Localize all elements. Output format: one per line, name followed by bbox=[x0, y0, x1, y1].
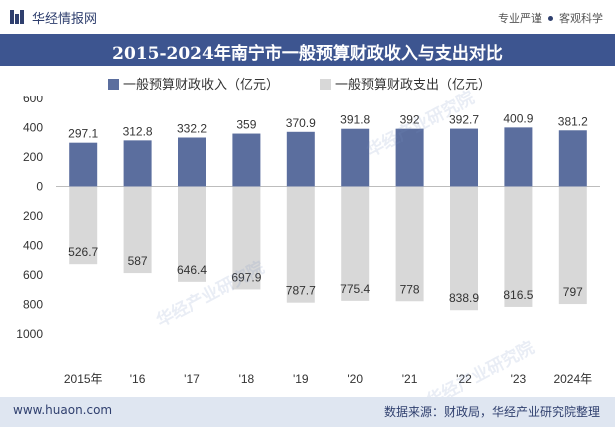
top-bar: 华经情报网 专业严谨 客观科学 bbox=[0, 0, 615, 34]
revenue-data-label: 312.8 bbox=[123, 124, 153, 138]
brand-name: 华经情报网 bbox=[32, 12, 98, 27]
chart-title: 2015-2024年南宁市一般预算财政收入与支出对比 bbox=[112, 44, 503, 64]
revenue-data-label: 370.9 bbox=[286, 116, 316, 130]
revenue-data-label: 400.9 bbox=[503, 111, 533, 125]
dot-separator-icon bbox=[548, 16, 553, 21]
revenue-data-label: 392 bbox=[400, 113, 420, 127]
expenditure-data-label: 838.9 bbox=[449, 291, 479, 305]
x-tick-label: '19 bbox=[293, 372, 309, 386]
revenue-bar bbox=[395, 128, 424, 187]
revenue-bar bbox=[232, 133, 261, 187]
x-tick-label: '21 bbox=[402, 372, 418, 386]
x-tick-label: '20 bbox=[347, 372, 363, 386]
footer-bar bbox=[0, 397, 615, 427]
expenditure-data-label: 775.4 bbox=[340, 282, 370, 296]
expenditure-bar bbox=[450, 186, 478, 311]
legend-swatch-expenditure bbox=[320, 79, 331, 90]
footer-url[interactable]: www.huaon.com bbox=[13, 403, 113, 417]
revenue-data-label: 297.1 bbox=[68, 127, 98, 141]
legend-swatch-revenue bbox=[108, 79, 119, 90]
revenue-data-label: 392.7 bbox=[449, 113, 479, 127]
expenditure-bar bbox=[232, 186, 261, 290]
expenditure-bar bbox=[178, 186, 206, 282]
y-tick-label: 600 bbox=[23, 268, 43, 282]
y-tick-label: 400 bbox=[23, 239, 43, 253]
y-tick-label: 200 bbox=[23, 209, 43, 223]
expenditure-bar bbox=[286, 186, 315, 303]
revenue-bar bbox=[504, 127, 533, 187]
legend-item-expenditure: 一般预算财政支出（亿元） bbox=[320, 74, 491, 93]
x-tick-label: 2015年 bbox=[64, 372, 103, 386]
expenditure-bar bbox=[558, 186, 587, 305]
bar-chart: 600 400 200 0 200 400 600 800 1000 297.1 526.7 2015… bbox=[16, 96, 600, 386]
expenditure-bar bbox=[504, 186, 533, 307]
legend-item-revenue: 一般预算财政收入（亿元） bbox=[108, 74, 279, 93]
x-tick-label: '16 bbox=[130, 372, 146, 386]
x-tick-label: 2024年 bbox=[553, 372, 592, 386]
logo-icon bbox=[10, 10, 24, 24]
expenditure-data-label: 646.4 bbox=[177, 263, 207, 277]
x-tick-label: '17 bbox=[184, 372, 200, 386]
tag-2: 客观科学 bbox=[559, 12, 603, 25]
expenditure-bar bbox=[395, 186, 424, 302]
expenditure-data-label: 587 bbox=[128, 254, 148, 268]
revenue-bar bbox=[341, 128, 370, 187]
tagline: 专业严谨 客观科学 bbox=[498, 10, 603, 26]
expenditure-data-label: 697.9 bbox=[231, 270, 261, 284]
revenue-bar bbox=[123, 140, 152, 187]
revenue-bar bbox=[286, 131, 315, 187]
x-tick-label: '23 bbox=[511, 372, 527, 386]
x-tick-label: '18 bbox=[239, 372, 255, 386]
revenue-data-label: 359 bbox=[236, 118, 256, 132]
revenue-bar bbox=[558, 130, 587, 187]
expenditure-data-label: 778 bbox=[400, 282, 420, 296]
expenditure-data-label: 797 bbox=[563, 285, 583, 299]
revenue-data-label: 381.2 bbox=[558, 114, 588, 128]
tag-1: 专业严谨 bbox=[498, 12, 542, 25]
revenue-data-label: 332.2 bbox=[177, 122, 207, 136]
expenditure-data-label: 526.7 bbox=[68, 245, 98, 259]
y-tick-label: 400 bbox=[23, 121, 43, 135]
expenditure-bar bbox=[123, 186, 152, 274]
revenue-bar bbox=[69, 142, 98, 187]
expenditure-data-label: 816.5 bbox=[503, 288, 533, 302]
expenditure-bar bbox=[341, 186, 370, 301]
title-bar bbox=[0, 34, 615, 66]
expenditure-data-label: 787.7 bbox=[286, 284, 316, 298]
y-tick-label: 600 bbox=[23, 96, 43, 105]
y-tick-label: 0 bbox=[36, 180, 43, 194]
x-tick-label: '22 bbox=[456, 372, 472, 386]
expenditure-bar bbox=[69, 186, 98, 265]
legend-label-revenue: 一般预算财政收入（亿元） bbox=[123, 78, 280, 93]
y-tick-label: 800 bbox=[23, 298, 43, 312]
revenue-bar bbox=[450, 128, 478, 187]
footer-source: 数据来源：财政局，华经产业研究院整理 bbox=[383, 405, 600, 419]
legend-label-expenditure: 一般预算财政支出（亿元） bbox=[335, 78, 492, 93]
y-tick-label: 200 bbox=[23, 150, 43, 164]
y-tick-label: 1000 bbox=[16, 327, 43, 341]
revenue-data-label: 391.8 bbox=[340, 113, 370, 127]
revenue-bar bbox=[178, 137, 206, 187]
